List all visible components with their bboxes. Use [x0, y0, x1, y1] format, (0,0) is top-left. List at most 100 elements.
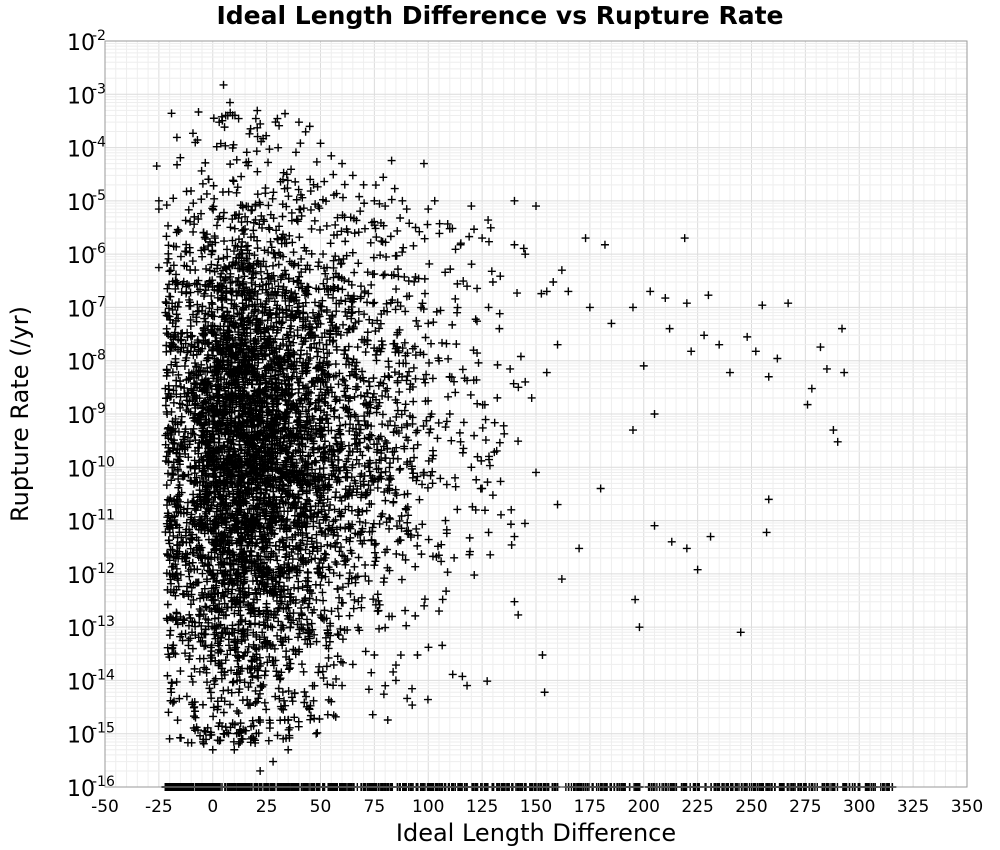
data-point — [207, 291, 216, 300]
data-point — [185, 572, 194, 581]
data-point — [240, 629, 249, 638]
data-point — [249, 218, 258, 227]
data-point — [257, 535, 266, 544]
data-point — [217, 594, 226, 603]
data-point — [361, 348, 370, 357]
data-point — [207, 548, 216, 557]
data-point — [256, 489, 265, 498]
data-point — [198, 636, 207, 645]
data-point — [356, 207, 365, 216]
data-point — [311, 502, 320, 511]
data-point — [186, 315, 195, 324]
data-point — [207, 298, 216, 307]
data-point — [173, 541, 182, 550]
data-point — [269, 188, 278, 197]
data-point — [169, 649, 178, 658]
data-point — [236, 478, 245, 487]
data-point — [182, 262, 191, 271]
data-point — [200, 584, 209, 593]
data-point — [254, 373, 263, 382]
data-point — [237, 637, 246, 646]
data-point — [190, 401, 199, 410]
data-point — [218, 188, 227, 197]
data-point — [230, 720, 239, 729]
data-point — [217, 693, 226, 702]
data-point — [187, 738, 196, 747]
data-point — [350, 562, 359, 571]
data-point — [274, 617, 283, 626]
data-point — [215, 606, 224, 615]
data-point — [203, 339, 212, 348]
data-point — [248, 662, 257, 671]
data-point — [188, 129, 197, 138]
data-point — [201, 415, 210, 424]
data-point — [169, 194, 178, 203]
data-point — [234, 739, 243, 748]
data-point — [164, 443, 173, 452]
data-point — [219, 531, 228, 540]
data-point — [401, 606, 410, 615]
data-point — [183, 348, 192, 357]
data-point — [218, 548, 227, 557]
data-point — [256, 200, 265, 209]
data-point — [285, 733, 294, 742]
data-point — [175, 490, 184, 499]
data-point — [186, 217, 195, 226]
data-point — [256, 267, 265, 276]
data-point — [297, 346, 306, 355]
data-point — [247, 722, 256, 731]
data-point — [201, 317, 210, 326]
data-point — [227, 577, 236, 586]
data-point — [205, 684, 214, 693]
data-point — [190, 220, 199, 229]
data-point — [231, 455, 240, 464]
data-point — [281, 109, 290, 118]
data-point — [289, 248, 298, 257]
data-point — [213, 215, 222, 224]
data-point — [238, 279, 247, 288]
data-point — [281, 395, 290, 404]
data-point — [271, 253, 280, 262]
data-point — [235, 676, 244, 685]
data-point — [323, 680, 332, 689]
data-point — [216, 506, 225, 515]
data-point — [216, 139, 225, 148]
data-point — [252, 697, 261, 706]
data-point — [244, 409, 253, 418]
data-point — [260, 698, 269, 707]
data-point — [211, 382, 220, 391]
data-point — [326, 541, 335, 550]
data-point — [255, 198, 264, 207]
data-point — [249, 640, 258, 649]
data-point — [271, 118, 280, 127]
data-point — [220, 123, 229, 132]
data-point — [235, 264, 244, 273]
data-point — [164, 221, 173, 230]
data-point — [210, 312, 219, 321]
data-point — [225, 700, 234, 709]
data-point — [176, 733, 185, 742]
data-point — [175, 547, 184, 556]
data-point — [193, 136, 202, 145]
data-point — [203, 483, 212, 492]
data-point — [239, 578, 248, 587]
data-point — [172, 616, 181, 625]
data-point — [392, 549, 401, 558]
data-point — [207, 694, 216, 703]
data-point — [203, 426, 212, 435]
data-point — [271, 542, 280, 551]
data-point — [218, 296, 227, 305]
data-point — [210, 354, 219, 363]
data-point — [261, 184, 270, 193]
data-point — [194, 449, 203, 458]
data-point — [203, 451, 212, 460]
data-point — [181, 216, 190, 225]
data-point — [226, 108, 235, 117]
data-point — [379, 690, 388, 699]
data-point — [195, 512, 204, 521]
data-point — [217, 429, 226, 438]
data-point — [181, 649, 190, 658]
data-point — [202, 264, 211, 273]
data-point — [178, 329, 187, 338]
data-point — [210, 285, 219, 294]
